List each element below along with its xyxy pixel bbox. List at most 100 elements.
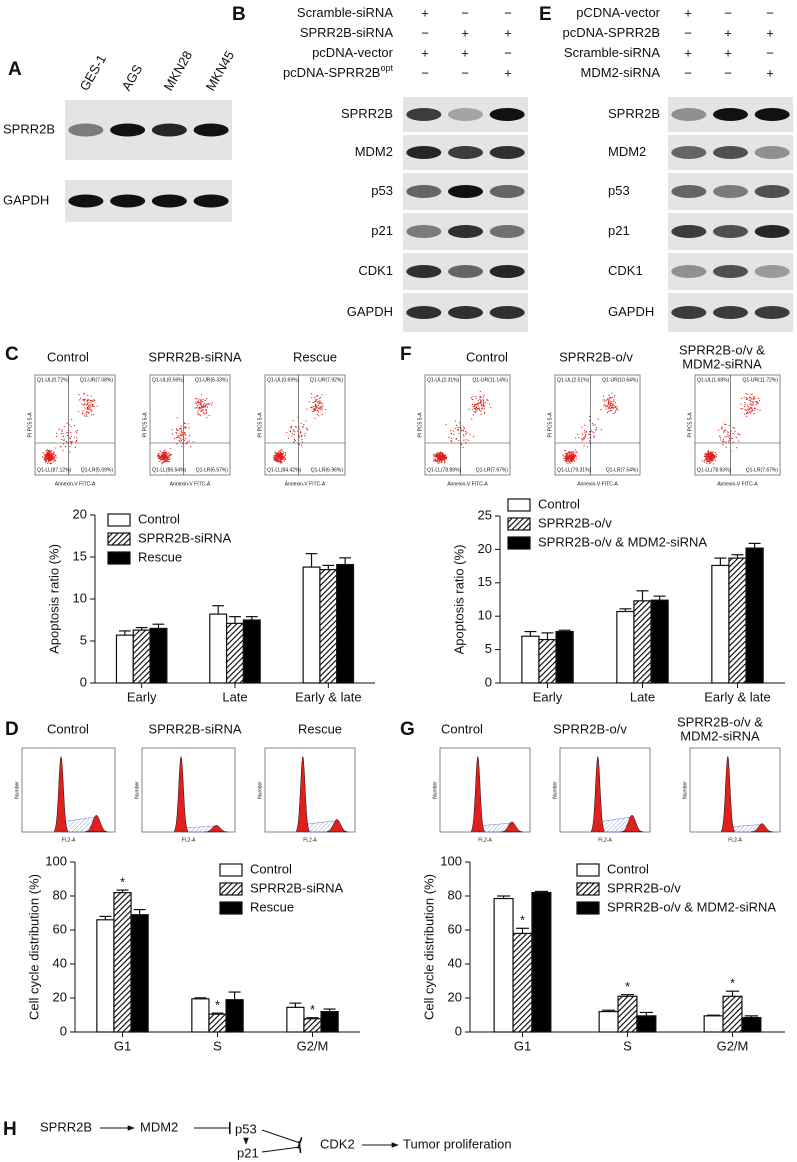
flow-event [708,454,710,456]
flow-event [282,453,284,455]
panel-label: H [3,1119,17,1140]
flow-event [54,459,56,461]
flow-event [68,437,70,439]
flow-event [484,401,486,404]
flow-event [293,440,295,442]
quadrant-label: Q1-UL(0.69%) [267,377,300,383]
flow-event [52,456,54,458]
x-axis-label: Annexin-V FITC-A [170,481,211,487]
flow-event [482,402,485,404]
flow-event [592,431,594,433]
flow-event [482,396,485,398]
legend-label: SPRR2B-o/v & MDM2-siRNA [538,534,707,549]
y-axis-label: Number [682,781,688,799]
flow-event [54,455,57,457]
flow-event [704,453,706,455]
flow-event [727,433,729,436]
flow-event [286,431,288,433]
flow-event [50,454,52,457]
flow-event [162,461,164,463]
flow-event [467,439,470,441]
flow-event [473,410,475,413]
flow-event [719,436,721,438]
flow-event [471,403,474,405]
flow-event [479,401,482,403]
flow-event [706,459,708,461]
y-tick-label: 80 [448,887,462,902]
flow-event [749,403,751,405]
flow-event [86,411,88,413]
flow-event [444,455,446,457]
flow-event [48,454,50,457]
flow-event [457,429,459,432]
flow-event [47,453,49,455]
flow-event [744,413,746,415]
flow-event [280,458,282,461]
flow-event [163,458,165,461]
flow-event [205,410,208,412]
band [754,225,790,238]
flow-event [727,431,729,433]
flow-event [206,403,208,406]
flow-event [87,398,89,400]
sign: − [421,65,429,80]
flow-event [750,393,752,395]
g2-peak [326,819,348,833]
band [151,123,187,137]
y-tick-label: 40 [448,955,462,970]
flow-event [294,431,296,433]
quadrant-label: Q1-UL(1.68%) [697,377,730,383]
flow-event [435,459,437,461]
flow-event [738,433,740,435]
band [406,108,442,121]
flow-event [708,453,710,455]
flow-event [200,400,202,402]
treatment-name: SPRR2B-siRNA [300,25,394,40]
flow-event [172,433,174,435]
flow-event [471,418,473,420]
legend-label: SPRR2B-siRNA [250,880,344,895]
flow-event [302,426,304,428]
flow-event [709,456,711,458]
flow-event [489,407,491,409]
x-axis-label: Annexin-V FITC-A [55,481,96,487]
flow-event [751,410,753,412]
flow-event [589,420,591,422]
flow-event [744,405,746,408]
legend-label: Control [138,511,180,526]
flow-event [79,397,82,399]
flow-event [168,457,170,459]
band [448,225,483,238]
node: Tumor proliferation [403,1136,512,1151]
flow-event [610,406,612,409]
flow-event [437,454,439,456]
flow-event [482,403,485,405]
flow-event [188,427,190,429]
flow-event [168,460,170,462]
y-tick-label: 0 [485,674,492,689]
lane-label: AGS [119,62,146,94]
flow-event [88,409,90,411]
flow-event [721,440,724,443]
band [68,123,104,137]
flow-event [451,441,453,443]
quadrant-label: Q1-LR(5.09%) [81,467,114,473]
flow-event [471,408,473,411]
band [713,185,748,198]
treatment-label: SPRR2B-siRNA [300,25,394,40]
flow-event [614,411,616,413]
bar [521,635,540,684]
flow-event [480,400,482,402]
flow-event [308,401,310,403]
sign: + [724,45,732,60]
flow-event [460,444,463,446]
flow-event [318,401,321,403]
flow-event [715,453,717,455]
flow-event [606,399,608,401]
flow-event [66,432,68,434]
flow-event [287,437,290,439]
flow-event [713,458,715,460]
flow-event [732,426,734,429]
flow-event [725,429,727,431]
band [406,146,442,159]
